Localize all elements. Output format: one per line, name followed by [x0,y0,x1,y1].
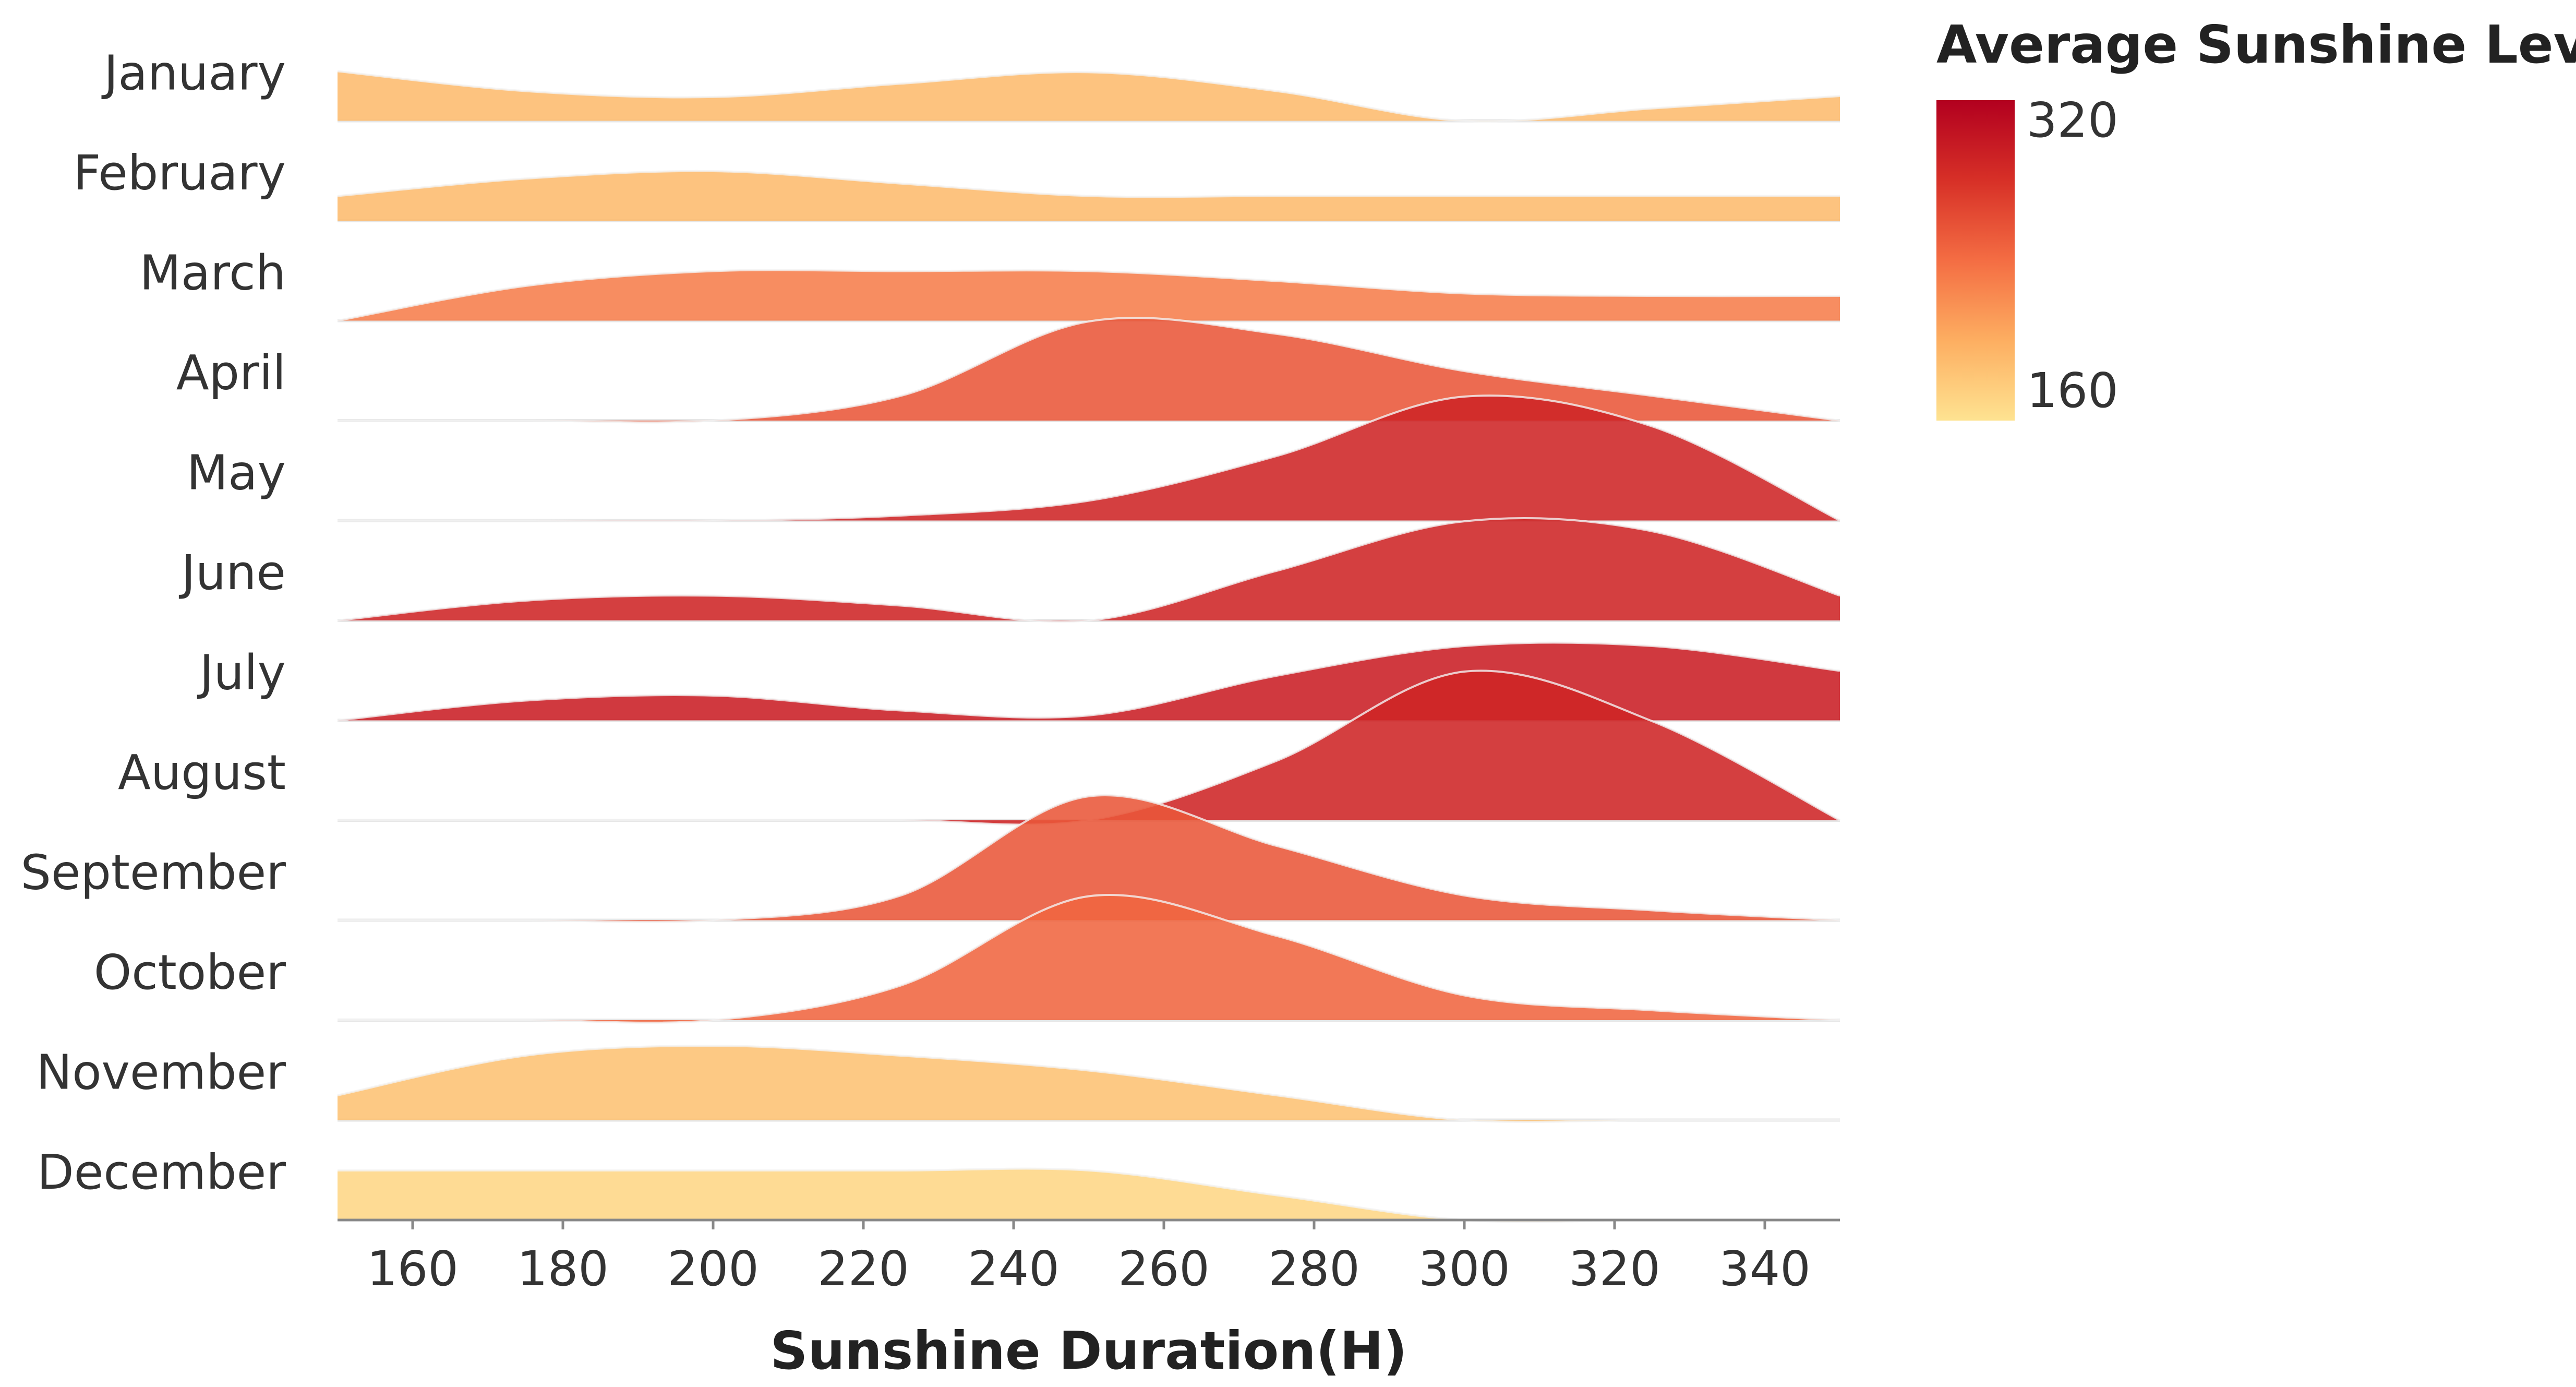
ridge-area [338,894,1840,1023]
ridge-area [338,318,1840,423]
ridge-outline [337,394,1840,522]
month-label: April [176,345,286,401]
month-label: March [140,245,286,301]
ridge-area [338,71,1840,122]
x-tick-label: 260 [1118,1241,1210,1297]
month-label: August [118,745,286,800]
month-label: December [37,1144,286,1200]
x-tick-label: 180 [517,1241,609,1297]
ridge-outline [337,1044,1840,1123]
ridge-outline [337,517,1840,623]
ridge-outline [337,641,1840,722]
ridge-outline [337,170,1840,198]
month-label: November [36,1045,286,1101]
month-label: January [101,45,286,101]
ridge-area [338,1046,1840,1122]
ridge-outline [337,70,1840,123]
ridge-area [338,396,1840,521]
month-label: May [187,445,286,501]
ridge-area [338,671,1840,825]
x-axis-title: Sunshine Duration(H) [770,1320,1407,1381]
x-tick-label: 240 [968,1241,1060,1297]
ridge-area [338,795,1840,923]
month-label: September [20,845,286,901]
legend-title: Average Sunshine Level [1936,14,2576,75]
legend-min-label: 160 [2027,363,2118,419]
x-tick-label: 300 [1418,1241,1510,1297]
ridge-outline [338,794,1840,924]
x-ticks: 160 180 200 220 240 260 280 300 320 340 [367,1220,1811,1297]
month-labels: January February March April May June July Augu… [20,45,286,1201]
legend-max-label: 320 [2027,92,2118,148]
ridge-outline [337,269,1840,322]
month-label: July [197,645,286,701]
ridge-area [338,1168,1840,1222]
month-label: February [73,145,286,201]
month-label: June [179,545,286,601]
ridge-outline [338,317,1840,424]
x-tick-label: 320 [1569,1241,1660,1297]
month-label: October [94,944,286,1000]
ridge-outline [338,893,1840,1024]
ridge-area [338,270,1840,321]
x-tick-label: 280 [1268,1241,1360,1297]
x-tick-label: 340 [1719,1241,1811,1297]
x-axis: 160 180 200 220 240 260 280 300 320 340 Sunshine … [338,1218,1840,1381]
x-tick-label: 160 [367,1241,459,1297]
color-legend: Average Sunshine Level 320 160 [1936,14,2576,421]
ridges [337,70,1840,1223]
ridge-area [338,518,1840,622]
legend-color-bar [1936,100,2015,421]
ridge-area [338,171,1840,221]
x-tick-label: 220 [817,1241,909,1297]
x-tick-label: 200 [667,1241,759,1297]
